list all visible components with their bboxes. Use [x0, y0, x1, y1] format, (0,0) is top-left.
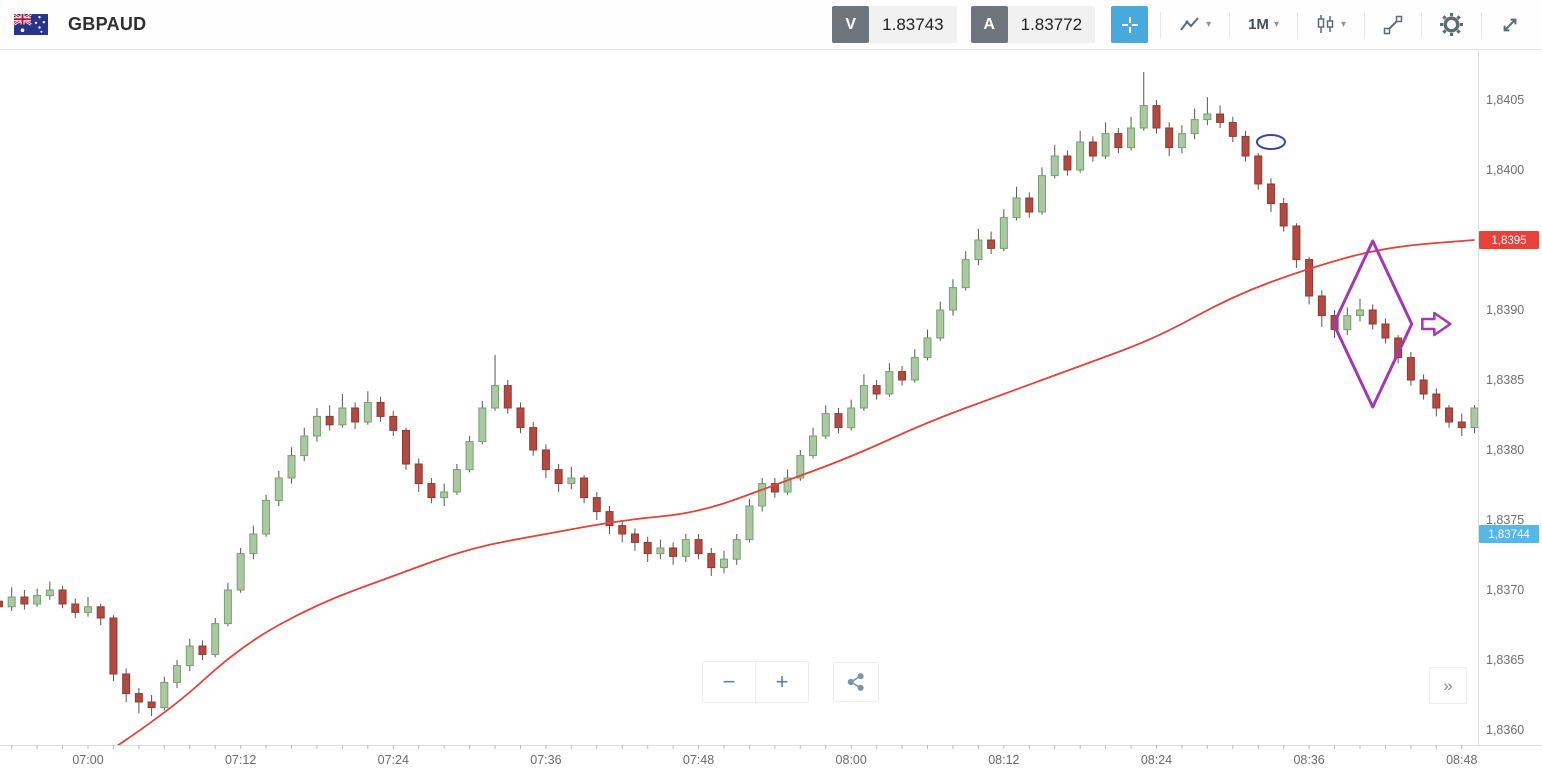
x-axis-label: 08:48 — [1446, 753, 1477, 767]
zoom-controls: − + — [702, 661, 879, 703]
svg-text:1,83744: 1,83744 — [1488, 529, 1530, 541]
fullscreen-button[interactable] — [1494, 9, 1526, 41]
x-axis-label: 08:12 — [988, 753, 1019, 767]
y-axis-label: 1,8365 — [1486, 653, 1524, 667]
chart-region: 1,8405 1,8400 1,8395 1,8390 1,8385 1,8380 1,83… — [0, 50, 1542, 783]
price-chart[interactable]: 1,8405 1,8400 1,8395 1,8390 1,8385 1,8380 1,83… — [0, 50, 1542, 783]
zoom-box: − + — [702, 661, 809, 703]
drawing-tools-button[interactable] — [1377, 9, 1409, 41]
timeframe-label: 1M — [1248, 16, 1269, 33]
timeframe-button[interactable]: 1M ▾ — [1242, 10, 1285, 39]
zoom-out-button[interactable]: − — [703, 662, 755, 702]
gear-icon — [1440, 13, 1463, 36]
ma-price-tag: 1,8395 — [1479, 231, 1539, 249]
ellipse-annotation — [1255, 134, 1286, 150]
x-axis-label: 08:00 — [836, 753, 867, 767]
x-axis-label: 08:24 — [1141, 753, 1172, 767]
plot-area — [0, 72, 1478, 745]
symbol-title: GBPAUD — [68, 14, 147, 34]
chart-style-button[interactable]: ▾ — [1310, 9, 1352, 40]
y-axis-label: 1,8385 — [1486, 373, 1524, 387]
diamond-annotation — [1332, 239, 1414, 409]
sell-panel[interactable]: V 1.83743 — [832, 6, 957, 43]
svg-text:1,8395: 1,8395 — [1491, 235, 1526, 247]
crosshair-button[interactable] — [1111, 6, 1149, 43]
x-axis-label: 07:12 — [225, 753, 256, 767]
australian-flag-icon — [14, 14, 48, 35]
y-axis-label: 1,8390 — [1486, 303, 1524, 317]
buy-button[interactable]: A — [970, 6, 1008, 43]
chevron-down-icon: ▾ — [1273, 18, 1279, 30]
y-axis-label: 1,8400 — [1486, 163, 1524, 177]
chevron-down-icon: ▾ — [1340, 18, 1346, 30]
chart-type-button[interactable]: ▾ — [1173, 10, 1217, 39]
y-axis-label: 1,8360 — [1486, 723, 1524, 737]
y-axis-label: 1,8405 — [1486, 93, 1524, 107]
x-axis-label: 07:48 — [683, 753, 714, 767]
settings-button[interactable] — [1434, 7, 1469, 42]
arrow-right-annotation — [1421, 311, 1452, 337]
toolbar-divider — [1160, 11, 1162, 38]
toolbar-divider — [1296, 11, 1298, 38]
expand-icon — [1500, 15, 1520, 35]
sell-button[interactable]: V — [832, 6, 870, 43]
toolbar-divider — [1421, 11, 1422, 38]
y-axis-label: 1,8370 — [1486, 583, 1524, 597]
x-axis-label: 07:24 — [378, 753, 409, 767]
y-axis-label: 1,8375 — [1486, 513, 1524, 527]
sell-price: 1.83743 — [882, 14, 944, 34]
zoom-divider — [755, 662, 756, 702]
line-chart-icon — [1179, 16, 1201, 33]
toolbar-divider — [1481, 11, 1482, 38]
zoom-in-button[interactable]: + — [756, 662, 808, 702]
buy-price: 1.83772 — [1020, 14, 1083, 34]
x-axis-label: 08:36 — [1293, 753, 1324, 767]
share-icon — [846, 672, 866, 692]
collapse-panel-button[interactable]: » — [1429, 667, 1467, 704]
chevron-down-icon: ▾ — [1206, 18, 1212, 30]
x-axis-label: 07:00 — [72, 753, 103, 767]
current-price-tag: 1,83744 — [1479, 525, 1539, 543]
trendline-icon — [1383, 15, 1403, 35]
candlestick-icon — [1316, 15, 1336, 34]
share-button[interactable] — [833, 662, 879, 702]
candles-layer — [0, 72, 1478, 716]
buy-panel[interactable]: A 1.83772 — [970, 6, 1096, 43]
crosshair-icon — [1120, 15, 1140, 35]
y-axis-label: 1,8380 — [1486, 443, 1524, 457]
x-axis-label: 07:36 — [530, 753, 561, 767]
toolbar-divider — [1229, 11, 1231, 38]
toolbar: GBPAUD V 1.83743 A 1.83772 ▾ — [0, 0, 1542, 50]
toolbar-divider — [1364, 11, 1365, 38]
moving-average-line — [116, 239, 1475, 745]
